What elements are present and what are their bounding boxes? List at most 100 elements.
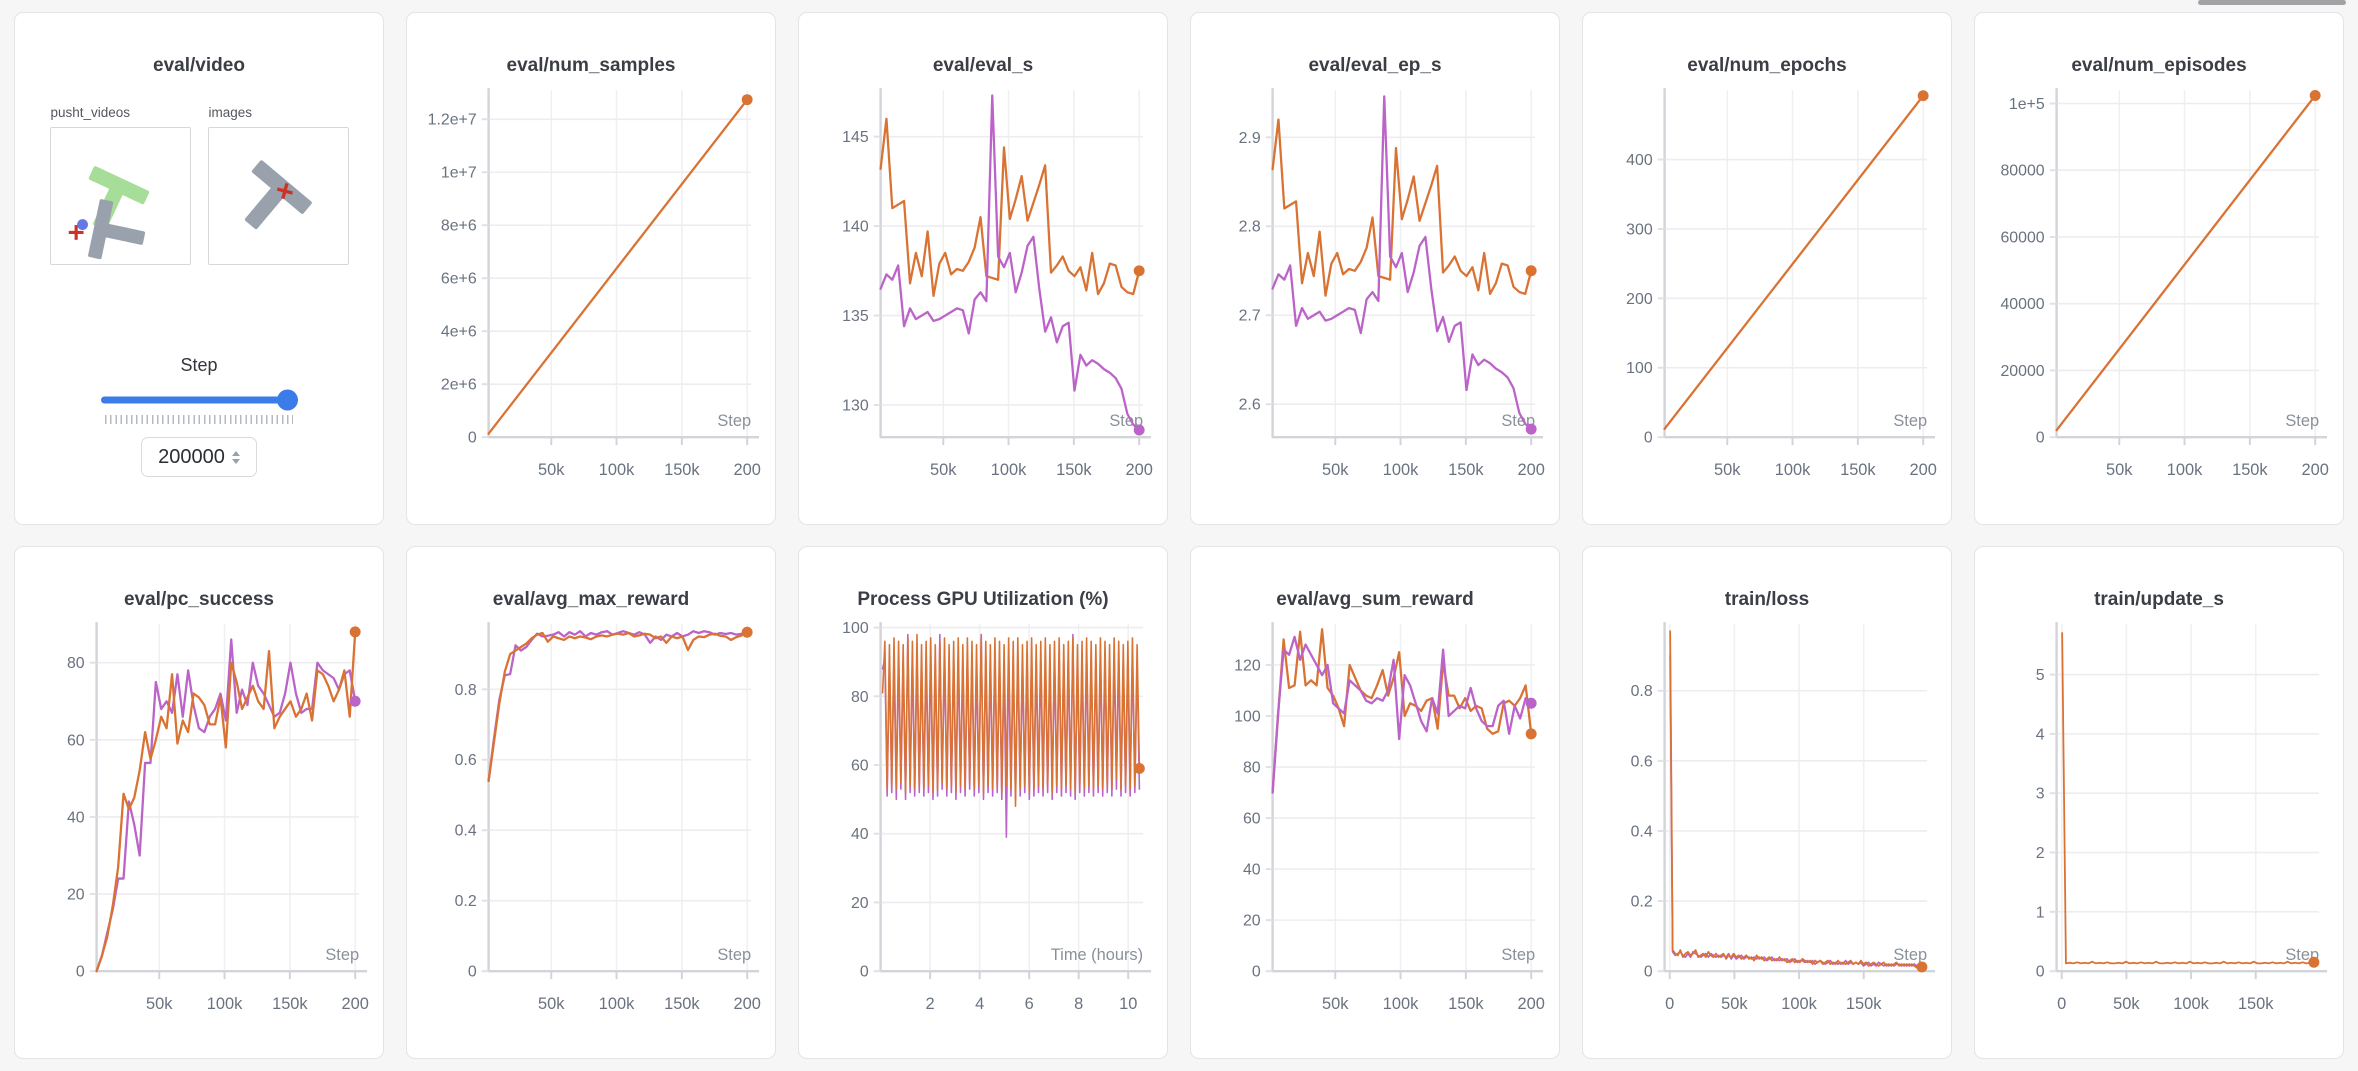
chart-title: eval/eval_s bbox=[932, 55, 1034, 76]
panel-eval-video: eval/video pusht_videos bbox=[14, 12, 384, 525]
y-tick-label: 140 bbox=[842, 219, 869, 236]
last-point-marker-purple bbox=[1525, 423, 1537, 435]
x-tick-label: 150k bbox=[272, 995, 308, 1013]
last-point-marker-orange bbox=[741, 94, 753, 106]
pusht-video-thumbnail[interactable] bbox=[49, 127, 191, 265]
series-line-orange bbox=[881, 633, 1141, 807]
x-tick-label: 100k bbox=[599, 995, 635, 1013]
chart-title: eval/eval_ep_s bbox=[1308, 55, 1442, 76]
chart-title: eval/num_episodes bbox=[2071, 55, 2247, 76]
y-tick-label: 60000 bbox=[2000, 229, 2044, 246]
pusht-videos-label: pusht_videos bbox=[50, 105, 131, 120]
series-line-purple bbox=[95, 638, 357, 973]
horizontal-scrollbar[interactable] bbox=[2198, 0, 2346, 5]
chart-title: train/loss bbox=[1724, 589, 1810, 610]
y-tick-label: 3 bbox=[2036, 786, 2045, 803]
y-tick-label: 2.7 bbox=[1239, 308, 1261, 325]
x-tick-label: 100k bbox=[1383, 995, 1419, 1013]
x-axis-label: Step bbox=[717, 946, 751, 964]
y-tick-label: 40 bbox=[851, 826, 869, 843]
y-tick-label: 1e+7 bbox=[441, 165, 477, 182]
x-tick-label: 6 bbox=[1025, 995, 1034, 1013]
chart-eval-num-episodes[interactable]: 50k 100k 150k 200 0 20000 40000 60000 80000 1e+5 S… bbox=[1985, 83, 2333, 495]
x-tick-label: 150k bbox=[1448, 995, 1484, 1013]
last-point-marker-orange bbox=[2309, 90, 2321, 101]
chart-eval-pc-success[interactable]: 50k 100k 150k 200 0 20 40 60 80 Step bbox=[25, 617, 373, 1029]
y-tick-label: 0.6 bbox=[1631, 753, 1653, 770]
images-label: images bbox=[208, 105, 253, 120]
chart-eval-num-samples[interactable]: 50k 100k 150k 200 0 2e+6 4e+6 6e+6 8e+6 1e+7 1.2e+… bbox=[417, 83, 765, 495]
x-tick-label: 10 bbox=[1119, 995, 1137, 1013]
x-tick-label: 50k bbox=[1714, 461, 1741, 479]
y-tick-label: 2.8 bbox=[1239, 219, 1261, 236]
images-thumbnail[interactable] bbox=[207, 127, 349, 265]
chart-eval-avg-sum-reward[interactable]: 50k 100k 150k 200 0 20 40 60 80 100 120 Step bbox=[1201, 617, 1549, 1029]
slider-track[interactable] bbox=[101, 396, 297, 403]
x-tick-label: 100k bbox=[1383, 461, 1419, 479]
y-tick-label: 130 bbox=[842, 397, 869, 414]
step-slider[interactable] bbox=[101, 389, 298, 410]
x-tick-label: 200 bbox=[733, 461, 760, 479]
x-tick-label: 50k bbox=[1322, 461, 1349, 479]
y-tick-label: 40 bbox=[1243, 862, 1261, 879]
last-point-marker-orange bbox=[1525, 728, 1537, 740]
y-tick-label: 40000 bbox=[2000, 296, 2044, 313]
series-line-orange bbox=[1271, 118, 1533, 297]
x-axis-label: Step bbox=[717, 412, 751, 430]
y-tick-label: 135 bbox=[842, 308, 869, 325]
y-tick-label: 6e+6 bbox=[441, 271, 477, 288]
step-down-icon[interactable] bbox=[231, 458, 240, 464]
series-line-purple bbox=[1271, 95, 1533, 431]
video-thumbnails: pusht_videos bbox=[49, 105, 349, 265]
x-tick-label: 150k bbox=[1448, 461, 1484, 479]
slider-tick-marks bbox=[105, 415, 293, 424]
x-tick-label: 150k bbox=[2232, 461, 2268, 479]
panel-eval-avg-max-reward: eval/avg_max_reward 50k 100k 150k 200 0 0.2 0.4… bbox=[406, 546, 776, 1059]
last-point-marker-orange bbox=[1916, 961, 1928, 973]
y-tick-label: 80 bbox=[67, 655, 85, 672]
last-point-marker-orange bbox=[1525, 265, 1537, 277]
y-tick-label: 4e+6 bbox=[441, 324, 477, 341]
chart-eval-num-epochs[interactable]: 50k 100k 150k 200 0 100 200 300 400 Step bbox=[1593, 83, 1941, 495]
last-point-marker-orange bbox=[1133, 762, 1145, 774]
series-line-orange bbox=[1669, 630, 1923, 969]
goal-cross bbox=[68, 225, 84, 240]
gray-t-block bbox=[87, 199, 145, 260]
images-figure: images bbox=[207, 105, 349, 265]
x-tick-label: 150k bbox=[1056, 461, 1092, 479]
panel-eval-avg-sum-reward: eval/avg_sum_reward 50k 100k 150k 200 0 20 40 60… bbox=[1190, 546, 1560, 1059]
chart-train-loss[interactable]: 0 50k 100k 150k 0 0.2 0.4 0.6 0.8 Step bbox=[1593, 617, 1941, 1029]
y-tick-label: 100 bbox=[842, 620, 869, 637]
step-up-icon[interactable] bbox=[231, 450, 240, 456]
series-line-purple bbox=[1669, 654, 1923, 969]
slider-thumb[interactable] bbox=[277, 389, 298, 410]
series-line-purple bbox=[879, 94, 1141, 432]
x-tick-label: 150k bbox=[1840, 461, 1876, 479]
y-tick-label: 60 bbox=[1243, 811, 1261, 828]
y-tick-label: 1 bbox=[2036, 904, 2045, 921]
x-tick-label: 50k bbox=[1322, 995, 1349, 1013]
step-slider-label: Step bbox=[180, 355, 218, 375]
step-value[interactable]: 200000 bbox=[158, 445, 225, 468]
y-tick-label: 1.2e+7 bbox=[428, 112, 477, 129]
y-tick-label: 80 bbox=[851, 689, 869, 706]
x-tick-label: 100k bbox=[2167, 461, 2203, 479]
y-tick-label: 2e+6 bbox=[441, 377, 477, 394]
pusht-videos-figure: pusht_videos bbox=[49, 105, 191, 265]
last-point-marker-purple bbox=[1133, 424, 1145, 436]
chart-eval-avg-max-reward[interactable]: 50k 100k 150k 200 0 0.2 0.4 0.6 0.8 Step bbox=[417, 617, 765, 1029]
x-tick-label: 4 bbox=[975, 995, 984, 1013]
last-point-marker-purple bbox=[1525, 697, 1537, 709]
chart-title: eval/avg_max_reward bbox=[492, 589, 690, 610]
x-tick-label: 50k bbox=[930, 461, 957, 479]
y-tick-label: 0.2 bbox=[455, 893, 477, 910]
step-input[interactable]: 200000 bbox=[141, 437, 257, 477]
y-tick-label: 0 bbox=[468, 430, 477, 447]
y-tick-label: 20 bbox=[1243, 913, 1261, 930]
y-tick-label: 20 bbox=[67, 887, 85, 904]
y-tick-label: 0 bbox=[2036, 430, 2045, 447]
